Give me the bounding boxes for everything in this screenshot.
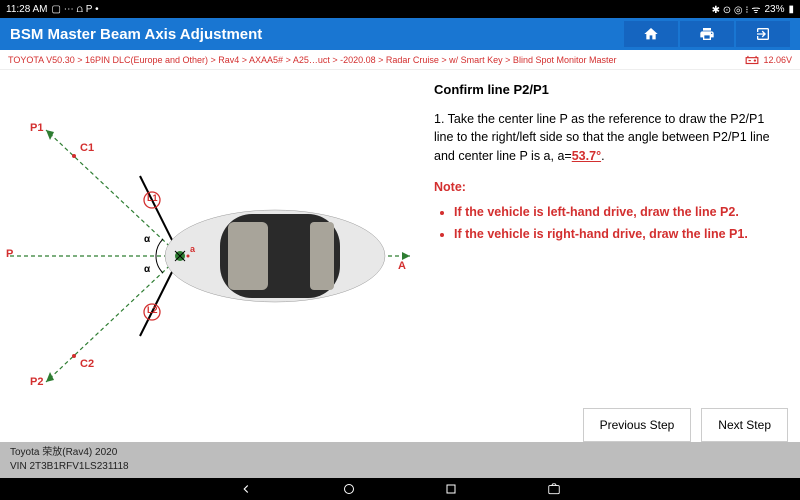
status-time: 11:28 AM <box>6 4 48 15</box>
label-C2: C2 <box>80 358 94 370</box>
next-step-button[interactable]: Next Step <box>701 408 788 442</box>
label-A: A <box>398 260 406 272</box>
label-L1: L1 <box>147 193 158 203</box>
label-alpha2: α <box>144 264 150 275</box>
step-text: 1. Take the center line P as the referen… <box>434 112 770 164</box>
label-P2: P2 <box>30 376 43 388</box>
alignment-diagram <box>0 70 420 442</box>
footer-vin: VIN 2T3B1RFV1LS231118 <box>10 460 790 474</box>
angle-value: 53.7° <box>572 149 601 163</box>
battery-icon: ▮ <box>788 4 794 15</box>
status-icons-left: ▢ ⋯ ⩍ P • <box>52 4 99 15</box>
note-item: If the vehicle is left-hand drive, draw … <box>454 203 786 222</box>
home-icon <box>643 26 659 42</box>
android-nav-bar <box>0 478 800 500</box>
nav-recent-icon[interactable] <box>445 483 457 495</box>
android-status-bar: 11:28 AM ▢ ⋯ ⩍ P • ✱ ⊙ ◎ ⁝ ᯤ 23% ▮ <box>0 0 800 18</box>
label-C1: C1 <box>80 142 94 154</box>
note-list: If the vehicle is left-hand drive, draw … <box>434 203 786 245</box>
label-P: P <box>6 248 13 260</box>
nav-home-icon[interactable] <box>343 483 355 495</box>
angle-prefix: a= <box>557 149 571 163</box>
instruction-step: 1. Take the center line P as the referen… <box>434 110 786 166</box>
step-button-row: Previous Step Next Step <box>583 408 788 442</box>
breadcrumb-bar: TOYOTA V50.30 > 16PIN DLC(Europe and Oth… <box>0 50 800 70</box>
previous-step-button[interactable]: Previous Step <box>583 408 692 442</box>
home-button[interactable] <box>624 21 678 47</box>
note-label: Note: <box>434 178 786 197</box>
label-P1: P1 <box>30 122 43 134</box>
instruction-title: Confirm line P2/P1 <box>434 80 786 100</box>
print-icon <box>699 26 715 42</box>
diagram-area: P A P1 P2 C1 C2 L1 L2 α α a <box>0 70 420 442</box>
exit-icon <box>755 26 771 42</box>
label-alpha1: α <box>144 234 150 245</box>
breadcrumb-path: TOYOTA V50.30 > 16PIN DLC(Europe and Oth… <box>8 55 737 65</box>
note-item: If the vehicle is right-hand drive, draw… <box>454 225 786 244</box>
voltage-display: 12.06V <box>745 55 792 65</box>
voltage-value: 12.06V <box>763 55 792 65</box>
label-L2: L2 <box>147 305 158 315</box>
battery-car-icon <box>745 55 759 65</box>
label-a: a <box>190 244 195 254</box>
nav-screenshot-icon[interactable] <box>547 482 561 496</box>
status-icons-right: ✱ ⊙ ◎ ⁝ ᯤ <box>712 2 761 16</box>
footer-vehicle: Toyota 荣放(Rav4) 2020 <box>10 446 790 460</box>
instruction-panel: Confirm line P2/P1 1. Take the center li… <box>420 70 800 442</box>
nav-back-icon[interactable] <box>239 482 253 496</box>
page-title: BSM Master Beam Axis Adjustment <box>10 26 262 43</box>
print-button[interactable] <box>680 21 734 47</box>
exit-button[interactable] <box>736 21 790 47</box>
status-battery: 23% <box>764 4 784 15</box>
main-content: P A P1 P2 C1 C2 L1 L2 α α a Confirm line… <box>0 70 800 442</box>
vehicle-footer: Toyota 荣放(Rav4) 2020 VIN 2T3B1RFV1LS2311… <box>0 442 800 478</box>
title-bar: BSM Master Beam Axis Adjustment <box>0 18 800 50</box>
